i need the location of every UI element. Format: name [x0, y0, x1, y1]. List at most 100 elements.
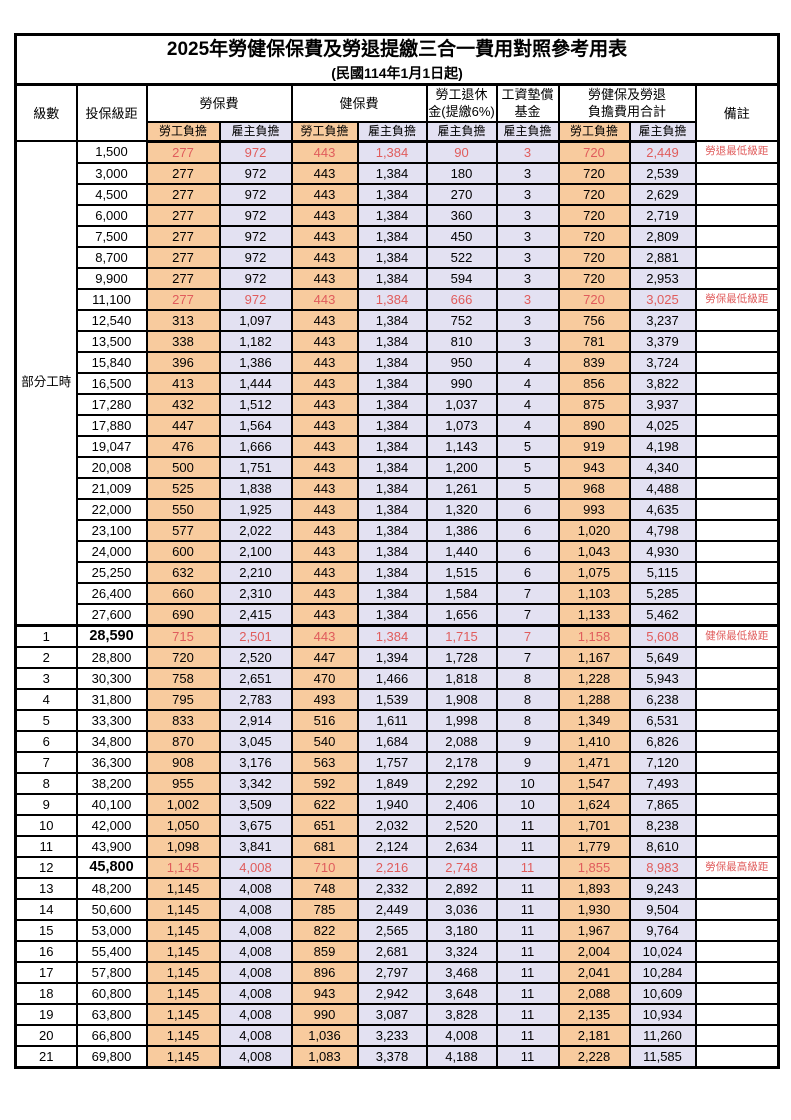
labor-employer-cell: 972 — [218, 161, 293, 185]
total-employee-cell: 1,624 — [557, 792, 631, 816]
note-cell — [694, 161, 780, 185]
labor-employer-cell: 1,751 — [218, 455, 293, 479]
health-employer-cell: 2,216 — [356, 855, 428, 879]
note-cell — [694, 708, 780, 732]
pension-employer-cell: 1,998 — [425, 708, 498, 732]
note-cell — [694, 560, 780, 584]
table-row: 12 45,800 1,145 4,008 710 2,216 2,748 11 1,855 8,… — [14, 855, 780, 879]
total-employer-cell: 10,284 — [628, 960, 697, 984]
total-employer-cell: 5,943 — [628, 666, 697, 690]
total-employee-cell: 1,410 — [557, 729, 631, 753]
labor-employee-cell: 1,145 — [145, 897, 221, 921]
health-employee-cell: 540 — [290, 729, 359, 753]
fund-employer-cell: 4 — [495, 371, 560, 395]
pension-employer-cell: 3,324 — [425, 939, 498, 963]
labor-employer-cell: 2,022 — [218, 518, 293, 542]
labor-employer-cell: 4,008 — [218, 960, 293, 984]
labor-employee-cell: 908 — [145, 750, 221, 774]
pension-employer-cell: 1,584 — [425, 581, 498, 605]
total-employer-cell: 6,531 — [628, 708, 697, 732]
health-employee-cell: 443 — [290, 371, 359, 395]
health-employer-cell: 1,384 — [356, 518, 428, 542]
total-employer-cell: 5,608 — [628, 623, 697, 648]
health-employee-cell: 748 — [290, 876, 359, 900]
fund-employer-cell: 6 — [495, 497, 560, 521]
fund-employer-cell: 10 — [495, 771, 560, 795]
labor-employer-cell: 2,914 — [218, 708, 293, 732]
bracket-cell: 23,100 — [75, 518, 148, 542]
bracket-cell: 53,000 — [75, 918, 148, 942]
bracket-cell: 20,008 — [75, 455, 148, 479]
health-employee-cell: 516 — [290, 708, 359, 732]
health-employee-cell: 443 — [290, 476, 359, 500]
labor-employee-cell: 833 — [145, 708, 221, 732]
note-cell: 勞保最低級距 — [694, 287, 780, 311]
bracket-cell: 11,100 — [75, 287, 148, 311]
title-cell: 2025年勞健保保費及勞退提繳三合一費用對照參考用表 (民國114年1月1日起) — [14, 33, 780, 86]
total-employer-cell: 10,609 — [628, 981, 697, 1005]
pension-employer-cell: 3,828 — [425, 1002, 498, 1026]
bracket-cell: 34,800 — [75, 729, 148, 753]
table-row: 4 31,800 795 2,783 493 1,539 1,908 8 1,288 6,238 — [14, 687, 780, 711]
health-employee-cell: 443 — [290, 497, 359, 521]
labor-employer-cell: 2,310 — [218, 581, 293, 605]
note-cell — [694, 813, 780, 837]
reference-table-sheet: 2025年勞健保保費及勞退提繳三合一費用對照參考用表 (民國114年1月1日起)… — [14, 33, 781, 1069]
total-employer-cell: 3,937 — [628, 392, 697, 416]
labor-employer-cell: 1,838 — [218, 476, 293, 500]
header-health-insurance: 健保費 — [290, 83, 428, 123]
total-employee-cell: 1,930 — [557, 897, 631, 921]
total-employer-cell: 8,983 — [628, 855, 697, 879]
health-employee-cell: 563 — [290, 750, 359, 774]
pension-employer-cell: 1,261 — [425, 476, 498, 500]
pension-employer-cell: 3,180 — [425, 918, 498, 942]
total-employer-cell: 9,243 — [628, 876, 697, 900]
health-employer-cell: 2,124 — [356, 834, 428, 858]
pension-employer-cell: 3,468 — [425, 960, 498, 984]
header-total-employee-share: 勞工負擔 — [557, 120, 631, 143]
note-cell — [694, 308, 780, 332]
total-employee-cell: 781 — [557, 329, 631, 353]
fund-employer-cell: 11 — [495, 939, 560, 963]
bracket-cell: 31,800 — [75, 687, 148, 711]
total-employer-cell: 9,504 — [628, 897, 697, 921]
total-employee-cell: 2,041 — [557, 960, 631, 984]
note-cell — [694, 581, 780, 605]
labor-employer-cell: 2,501 — [218, 623, 293, 648]
fund-employer-cell: 6 — [495, 518, 560, 542]
bracket-cell: 30,300 — [75, 666, 148, 690]
health-employee-cell: 651 — [290, 813, 359, 837]
labor-employee-cell: 1,098 — [145, 834, 221, 858]
bracket-cell: 38,200 — [75, 771, 148, 795]
labor-employer-cell: 1,444 — [218, 371, 293, 395]
table-row: 6 34,800 870 3,045 540 1,684 2,088 9 1,410 6,826 — [14, 729, 780, 753]
bracket-cell: 69,800 — [75, 1044, 148, 1068]
note-cell — [694, 771, 780, 795]
header-bracket: 投保級距 — [75, 83, 148, 142]
note-cell — [694, 476, 780, 500]
total-employer-cell: 7,865 — [628, 792, 697, 816]
labor-employer-cell: 2,651 — [218, 666, 293, 690]
note-cell — [694, 497, 780, 521]
note-cell — [694, 1002, 780, 1026]
table-row: 26,400 660 2,310 443 1,384 1,584 7 1,103 5,285 — [16, 581, 780, 605]
total-employee-cell: 839 — [557, 350, 631, 374]
total-employee-cell: 720 — [557, 161, 631, 185]
fund-employer-cell: 11 — [495, 1002, 560, 1026]
bracket-cell: 4,500 — [75, 182, 148, 206]
labor-employee-cell: 1,145 — [145, 855, 221, 879]
header-sub-row: 勞工負擔 雇主負擔 勞工負擔 雇主負擔 雇主負擔 雇主負擔 勞工負擔 雇主負擔 — [16, 120, 779, 143]
level-cell: 12 — [14, 855, 78, 879]
table-row: 8,700 277 972 443 1,384 522 3 720 2,881 — [16, 245, 780, 269]
level-cell: 11 — [14, 834, 78, 858]
fund-employer-cell: 11 — [495, 876, 560, 900]
pension-employer-cell: 1,440 — [425, 539, 498, 563]
level-cell: 14 — [14, 897, 78, 921]
pension-employer-cell: 2,406 — [425, 792, 498, 816]
labor-employer-cell: 4,008 — [218, 939, 293, 963]
table-row: 24,000 600 2,100 443 1,384 1,440 6 1,043 4,930 — [16, 539, 780, 563]
health-employee-cell: 443 — [290, 623, 359, 648]
labor-employer-cell: 4,008 — [218, 897, 293, 921]
total-employee-cell: 1,043 — [557, 539, 631, 563]
health-employer-cell: 1,384 — [356, 413, 428, 437]
